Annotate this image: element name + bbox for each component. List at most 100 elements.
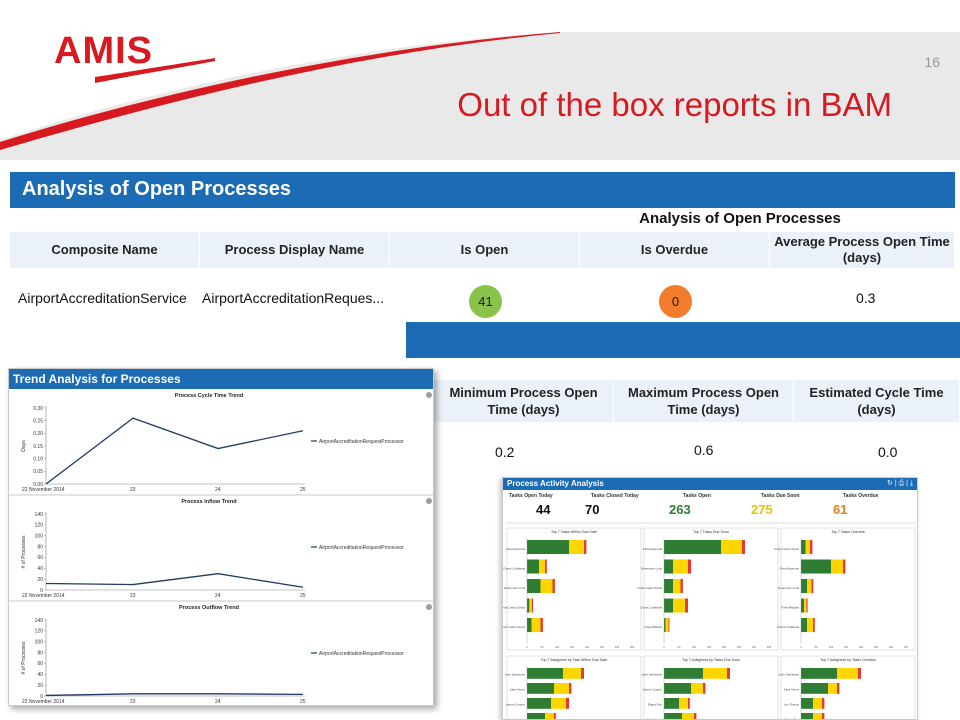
y-tick-label: 0.05 <box>33 469 43 475</box>
bar-segment <box>551 698 566 709</box>
bar-segment <box>831 559 843 574</box>
bar-segment <box>801 598 804 613</box>
bar-label: Determine Limit <box>504 586 525 590</box>
bar-segment <box>801 579 807 594</box>
bar-segment <box>703 683 706 694</box>
mini-chart-2: Top 7 Assignees by Tasks Overdue John Ste… <box>778 655 916 720</box>
y-tick-label: 40 <box>37 566 43 572</box>
bar-label: Edgar Poe <box>648 703 663 707</box>
x-tick-label: 24 <box>215 699 221 705</box>
x-tick-label: 200 <box>585 645 590 649</box>
x-tick-label: 300 <box>752 645 757 649</box>
mini-chart-title: Top 7 Assignees by Tasks Overdue <box>820 658 876 662</box>
bar-segment <box>566 698 569 709</box>
x-tick-label: 0 <box>526 645 528 649</box>
bar-segment <box>529 598 532 613</box>
bar-segment <box>721 540 742 555</box>
x-tick-label: 350 <box>767 645 772 649</box>
slide-number: 16 <box>924 54 940 70</box>
col-max-open-time[interactable]: Maximum Process Open Time (days) <box>614 380 794 422</box>
bar-segment <box>810 540 813 555</box>
y-tick-label: 140 <box>35 618 44 624</box>
bar-segment <box>569 683 572 694</box>
series-line <box>45 417 304 485</box>
x-tick-label: 100 <box>555 645 560 649</box>
x-tick-label: 23 <box>130 699 136 705</box>
bar-label: Edgar Poe <box>785 718 800 720</box>
y-tick-label: 0.00 <box>33 482 43 488</box>
bar-segment <box>664 713 682 719</box>
process-activity-panel: Process Activity Analysis ↻ | ⎙ | ⤓ Task… <box>502 477 918 720</box>
bar-segment <box>801 559 831 574</box>
kpi-value-closed-today: 70 <box>585 502 600 517</box>
col-estimated-cycle-time[interactable]: Estimated Cycle Time (days) <box>794 380 960 422</box>
chart-title: Process Outflow Trend <box>179 605 239 611</box>
bar-label: Jules Verne <box>783 688 799 692</box>
bar-segment <box>668 618 670 633</box>
col-composite-name[interactable]: Composite Name <box>10 232 200 268</box>
chart-options-icon <box>426 604 432 610</box>
bar-label: Final Approval <box>506 547 525 551</box>
y-tick-label: 20 <box>37 577 43 583</box>
x-tick-label: 50 <box>541 645 544 649</box>
trend-analysis-panel: Trend Analysis for Processes Process Cyc… <box>8 368 434 706</box>
x-tick-label: 25 <box>300 593 306 599</box>
chart-options-icon <box>426 392 432 398</box>
bar-label: Jules Verne <box>646 718 662 720</box>
trend-chart-2: Process Outflow Trend 0 20 40 60 80 100 120 140 #… <box>9 600 433 705</box>
cell-max-open-time: 0.6 <box>694 442 714 458</box>
kpi-label-due-soon: Tasks Due Soon <box>761 493 800 499</box>
bar-segment <box>742 540 745 555</box>
bar-label: James Cooper <box>642 688 662 692</box>
chart-options-icon <box>426 498 432 504</box>
legend-label: AirportAccreditationRequestProcessor <box>319 439 404 445</box>
trend-charts: Process Cycle Time Trend 0.00 0.05 0.10 0.15… <box>9 392 433 705</box>
panel-toolbar-icons[interactable]: ↻ | ⎙ | ⤓ <box>887 480 913 487</box>
kpi-value-open: 263 <box>669 502 691 517</box>
bar-segment <box>581 668 584 679</box>
bar-segment <box>531 618 541 633</box>
x-tick-label: 22 November 2014 <box>22 699 65 705</box>
col-min-open-time[interactable]: Minimum Process Open Time (days) <box>434 380 614 422</box>
legend-label: AirportAccreditationRequestProcessor <box>319 545 404 551</box>
cell-avg-open-time: 0.3 <box>856 290 876 306</box>
col-is-open[interactable]: Is Open <box>390 232 580 268</box>
bar-segment <box>801 668 837 679</box>
bar-segment <box>664 598 673 613</box>
chart-title: Process Inflow Trend <box>181 499 236 505</box>
bar-segment <box>801 713 813 719</box>
x-tick-label: 250 <box>737 645 742 649</box>
x-tick-label: 300 <box>889 645 894 649</box>
x-tick-label: 0 <box>663 645 665 649</box>
bar-segment <box>837 668 858 679</box>
bar-segment <box>554 713 556 719</box>
y-tick-label: 0.25 <box>33 418 43 424</box>
kpi-label-overdue: Tasks Overdue <box>843 493 879 499</box>
bar-segment <box>563 668 581 679</box>
bar-segment <box>664 559 673 574</box>
x-tick-label: 50 <box>815 645 818 649</box>
bar-segment <box>727 668 730 679</box>
kpi-value-overdue: 61 <box>833 502 848 517</box>
col-process-display-name[interactable]: Process Display Name <box>200 232 390 268</box>
bar-label: Determine Limit <box>778 586 799 590</box>
bar-segment <box>673 559 688 574</box>
col-is-overdue[interactable]: Is Overdue <box>580 232 770 268</box>
is-overdue-badge: 0 <box>659 285 692 318</box>
bar-label: John Steinbeck <box>504 673 525 677</box>
x-tick-label: 200 <box>722 645 727 649</box>
y-tick-label: 120 <box>35 629 44 635</box>
y-tick-label: 120 <box>35 523 44 529</box>
col-avg-open-time[interactable]: Average Process Open Time (days) <box>770 232 955 268</box>
mini-chart-title: Top 7 Tasks Overdue <box>831 530 865 534</box>
y-tick-label: 60 <box>37 555 43 561</box>
y-tick-label: 60 <box>37 661 43 667</box>
open-processes-title: Analysis of Open Processes <box>10 172 955 208</box>
x-tick-label: 150 <box>570 645 575 649</box>
x-tick-label: 250 <box>874 645 879 649</box>
bar-segment <box>664 698 679 709</box>
cell-min-open-time: 0.2 <box>495 444 515 460</box>
bar-segment <box>527 598 530 613</box>
bar-segment <box>682 713 694 719</box>
process-activity-title-text: Process Activity Analysis <box>507 479 604 488</box>
